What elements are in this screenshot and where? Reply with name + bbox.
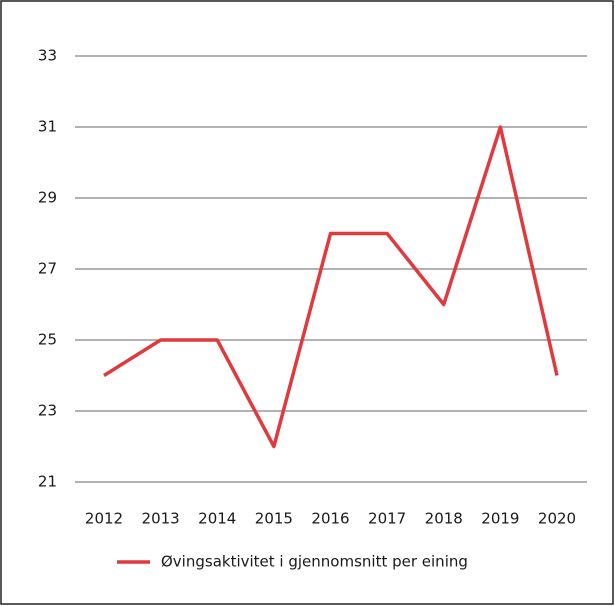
x-tick-label: 2020 xyxy=(538,510,576,528)
y-tick-label: 21 xyxy=(38,473,57,491)
y-tick-label: 23 xyxy=(38,402,57,420)
y-tick-label: 31 xyxy=(38,118,57,136)
x-tick-label: 2013 xyxy=(142,510,180,528)
line xyxy=(103,125,559,449)
legend-label: Øvingsaktivitet i gjennomsnitt per einin… xyxy=(161,553,468,571)
x-tick-label: 2019 xyxy=(481,510,519,528)
x-tick-label: 2015 xyxy=(255,510,293,528)
y-tick-label: 29 xyxy=(38,189,57,207)
x-tick-label: 2016 xyxy=(311,510,349,528)
x-tick-label: 2018 xyxy=(425,510,463,528)
y-tick-label: 25 xyxy=(38,331,57,349)
y-tick-label: 27 xyxy=(38,260,57,278)
x-tick-label: 2012 xyxy=(85,510,123,528)
x-tick-label: 2014 xyxy=(198,510,236,528)
x-tick-label: 2017 xyxy=(368,510,406,528)
y-tick-label: 33 xyxy=(38,47,57,65)
